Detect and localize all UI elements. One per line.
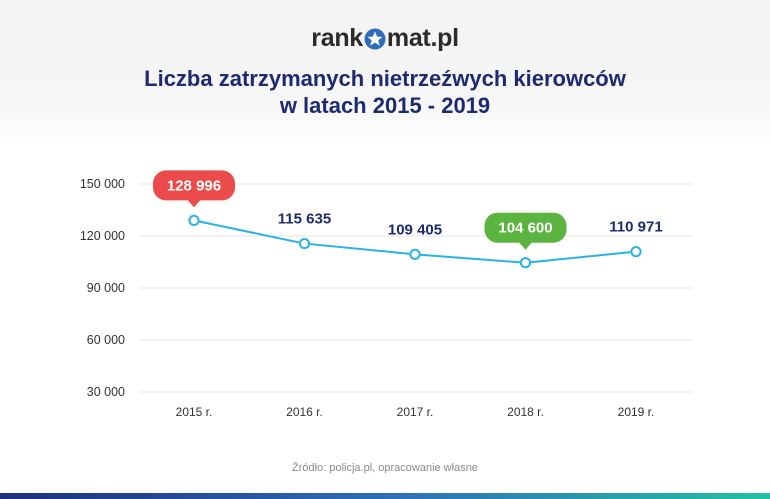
header-background (0, 0, 770, 145)
gridlines (140, 183, 692, 393)
chart-title-line-2: w latach 2015 - 2019 (279, 93, 491, 118)
badge-pointer (518, 241, 533, 250)
y-axis-labels: 30 000 60 000 90 000 120 000 150 000 (80, 177, 125, 399)
badge-background (484, 212, 567, 243)
data-label: 110 971 (609, 219, 662, 236)
badge-pointer (187, 199, 201, 208)
x-tick-label: 2017 r. (397, 405, 434, 419)
data-point (630, 246, 642, 258)
chart-title-line-1: Liczba zatrzymanych nietrzeźwych kierowc… (144, 66, 626, 91)
y-tick-label: 90 000 (87, 281, 125, 295)
x-axis-labels: 2015 r. 2016 r. 2017 r. 2018 r. 2019 r. (176, 405, 655, 419)
max-value-badge: 128 996 (153, 170, 235, 208)
chart-title: Liczba zatrzymanych nietrzeźwych kierowc… (0, 65, 770, 119)
y-tick-label: 30 000 (87, 385, 125, 399)
x-tick-label: 2016 r. (286, 405, 323, 419)
data-labels: 128 996 115 635 109 405 104 600 110 971 (153, 170, 663, 250)
data-series (188, 214, 642, 269)
data-point (519, 257, 532, 269)
data-point (409, 248, 421, 260)
data-label: 104 600 (498, 220, 552, 237)
data-point (298, 237, 311, 250)
data-point (188, 214, 200, 227)
data-label: 115 635 (278, 211, 331, 228)
x-tick-label: 2015 r. (176, 405, 213, 419)
data-label: 128 996 (167, 177, 221, 194)
y-tick-label: 60 000 (87, 333, 125, 347)
y-tick-label: 150 000 (80, 177, 125, 191)
x-tick-label: 2019 r. (618, 405, 655, 419)
brand-logo: rank mat.pl (0, 24, 770, 57)
star-icon (364, 28, 386, 57)
bottom-accent-bar (0, 493, 770, 499)
min-value-badge: 104 600 (484, 212, 567, 250)
source-note: Źródło: policja.pl, opracowanie własne (292, 462, 478, 474)
badge-background (153, 170, 235, 201)
y-tick-label: 120 000 (80, 229, 125, 243)
x-tick-label: 2018 r. (507, 405, 544, 419)
data-label: 109 405 (388, 221, 442, 238)
